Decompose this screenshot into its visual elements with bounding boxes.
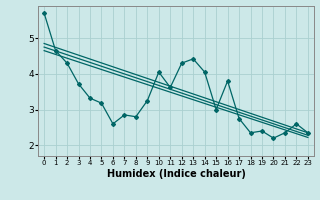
X-axis label: Humidex (Indice chaleur): Humidex (Indice chaleur) bbox=[107, 169, 245, 179]
